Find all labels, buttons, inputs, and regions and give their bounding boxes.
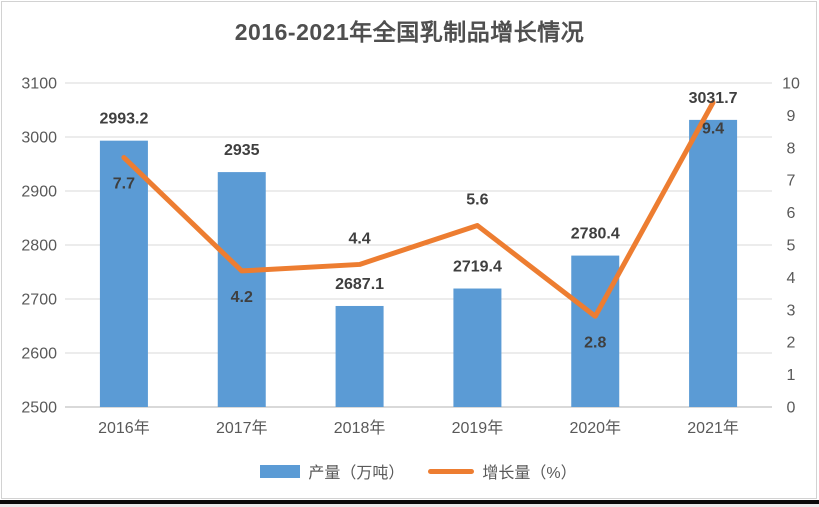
bottom-edge-strip	[0, 504, 819, 507]
line-value-label: 4.4	[348, 230, 370, 247]
right-axis-tick-label: 2	[787, 335, 796, 352]
left-axis-tick-label: 3100	[21, 76, 57, 93]
category-label: 2021年	[687, 419, 739, 437]
document-table-border	[0, 500, 819, 504]
category-label: 2018年	[334, 419, 386, 437]
right-axis-tick-label: 4	[787, 270, 796, 287]
line-value-label: 7.7	[113, 176, 135, 193]
right-axis-tick-label: 6	[787, 205, 796, 222]
bar-value-label: 2719.4	[453, 259, 502, 276]
bar-series-swatch-icon	[260, 464, 301, 478]
line-value-label: 4.2	[231, 289, 253, 306]
left-axis-tick-label: 2600	[21, 346, 57, 363]
left-axis-tick-label: 2900	[21, 184, 57, 201]
category-label: 2020年	[569, 419, 621, 437]
right-axis-tick-label: 3	[787, 302, 796, 319]
left-axis-tick-label: 3000	[21, 130, 57, 147]
bar-2017年	[217, 172, 266, 407]
right-axis-tick-label: 9	[787, 108, 796, 125]
line-value-label: 5.6	[466, 192, 488, 209]
bar-2021年	[689, 119, 738, 407]
bar-2016年	[99, 140, 148, 407]
right-axis-tick-label: 8	[787, 140, 796, 157]
bar-value-label: 2993.2	[99, 111, 148, 128]
growth-line	[121, 99, 716, 319]
left-axis-tick-label: 2800	[21, 238, 57, 255]
left-axis-tick-label: 2700	[21, 292, 57, 309]
line-series-swatch-icon	[428, 468, 475, 474]
right-axis-tick-label: 10	[782, 76, 800, 93]
category-label: 2016年	[98, 419, 150, 437]
line-value-label: 2.8	[584, 334, 606, 351]
legend-label-growth: 增长量（%）	[482, 465, 577, 482]
bar-value-label: 2687.1	[335, 276, 384, 293]
legend-item-production[interactable]: 产量（万吨）	[260, 459, 404, 483]
legend-label-production: 产量（万吨）	[308, 465, 405, 482]
left-axis-tick-label: 2500	[21, 400, 57, 417]
category-label: 2017年	[216, 419, 268, 437]
right-axis-tick-label: 0	[787, 400, 796, 417]
bar-value-label: 3031.7	[689, 90, 738, 107]
bar-value-label: 2935	[224, 142, 260, 159]
bar-2018年	[335, 305, 384, 407]
chart-frame-border	[1, 1, 817, 499]
right-axis-tick-label: 7	[787, 173, 796, 190]
right-axis-tick-label: 1	[787, 367, 796, 384]
bar-2019年	[453, 288, 502, 407]
bar-value-label: 2780.4	[571, 226, 620, 243]
line-value-label: 9.4	[702, 120, 724, 137]
legend-item-growth[interactable]: 增长量（%）	[428, 459, 577, 483]
category-label: 2019年	[452, 419, 504, 437]
bar-2020年	[571, 255, 620, 407]
right-axis-tick-label: 5	[787, 238, 796, 255]
chart-legend: 产量（万吨） 增长量（%）	[65, 458, 772, 484]
chart-title: 2016-2021年全国乳制品增长情况	[234, 19, 585, 45]
